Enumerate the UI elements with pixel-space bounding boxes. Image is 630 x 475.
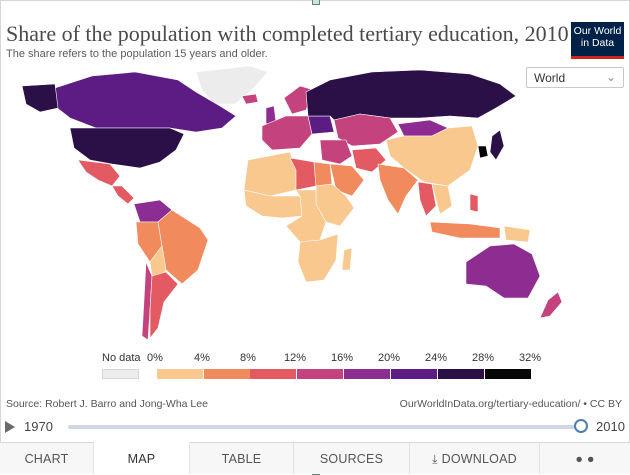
region-russia[interactable] <box>305 69 517 121</box>
region-select[interactable]: World ⌄ <box>526 67 624 88</box>
map-legend: No data 0% 4% 8% 12% 16% 20% 24% 28% 32% <box>100 352 542 382</box>
region-canada[interactable] <box>51 71 237 133</box>
region-south-korea[interactable] <box>477 145 489 159</box>
tab-label: Sources <box>319 452 384 466</box>
region-philippines[interactable] <box>469 193 479 213</box>
logo-line-1: Our World <box>573 25 622 37</box>
tab-label: Download <box>441 452 517 466</box>
tab-sources[interactable]: Sources <box>294 442 410 474</box>
region-west-africa[interactable] <box>243 189 303 219</box>
tab-bar: Chart Map Table Sources ⤓ Download ● ● <box>0 442 630 474</box>
timeline-start-year: 1970 <box>24 419 53 434</box>
region-north-africa[interactable] <box>243 151 297 197</box>
region-madagascar[interactable] <box>341 247 353 271</box>
chart-title: Share of the population with completed t… <box>6 21 569 46</box>
timeline-end-year: 2010 <box>596 419 625 434</box>
region-kazakhstan[interactable] <box>333 113 399 147</box>
region-myanmar-thailand[interactable] <box>417 181 437 217</box>
legend-tick: 32% <box>518 352 542 364</box>
region-iceland[interactable] <box>241 93 259 105</box>
region-saudi-arabia[interactable] <box>329 163 365 197</box>
region-china[interactable] <box>385 125 479 187</box>
legend-bin[interactable] <box>485 369 531 379</box>
tab-chart[interactable]: Chart <box>0 442 94 474</box>
legend-bin[interactable] <box>157 369 203 379</box>
source-note: Source: Robert J. Barro and Jong-Wha Lee <box>6 398 208 410</box>
region-southeast-asia[interactable] <box>431 183 453 215</box>
legend-tick: 8% <box>240 352 256 364</box>
tab-label: Map <box>127 452 156 466</box>
source-url[interactable]: OurWorldInData.org/tertiary-education/ •… <box>399 398 622 410</box>
tab-map[interactable]: Map <box>94 442 190 474</box>
legend-bin[interactable] <box>344 369 390 379</box>
chart-subtitle: The share refers to the population 15 ye… <box>6 48 268 60</box>
tab-download[interactable]: ⤓ Download <box>410 442 540 474</box>
region-indonesia[interactable] <box>429 221 501 239</box>
legend-no-data-label: No data <box>102 352 141 364</box>
region-middle-east[interactable] <box>319 139 353 165</box>
legend-tick: 28% <box>471 352 495 364</box>
logo-line-2: in Data <box>580 37 615 49</box>
region-ukraine[interactable] <box>307 115 335 135</box>
tab-label: Table <box>221 452 262 466</box>
legend-bin[interactable] <box>250 369 296 379</box>
legend-bin[interactable] <box>391 369 437 379</box>
legend-tick: 12% <box>283 352 307 364</box>
legend-bin[interactable] <box>297 369 343 379</box>
owid-logo[interactable]: Our World in Data <box>571 22 624 59</box>
download-icon: ⤓ <box>432 452 438 466</box>
region-argentina[interactable] <box>149 271 179 339</box>
legend-no-data-swatch <box>102 369 139 379</box>
region-southern-africa[interactable] <box>297 233 339 283</box>
tab-share[interactable]: ● ● <box>540 442 630 474</box>
timeline-slider-track[interactable] <box>68 425 581 429</box>
play-icon[interactable] <box>5 421 15 433</box>
region-select-value: World <box>534 71 566 85</box>
region-united-states[interactable] <box>69 127 185 169</box>
region-papua-new-guinea[interactable] <box>503 225 531 243</box>
share-icon: ● ● <box>575 452 595 466</box>
tab-label: Chart <box>24 452 69 466</box>
legend-bin[interactable] <box>204 369 250 379</box>
region-western-europe[interactable] <box>261 115 313 151</box>
chevron-down-icon: ⌄ <box>605 70 616 84</box>
legend-tick: 24% <box>424 352 448 364</box>
region-egypt[interactable] <box>313 161 333 187</box>
legend-tick: 20% <box>377 352 401 364</box>
legend-bin[interactable] <box>438 369 484 379</box>
region-japan[interactable] <box>489 129 505 161</box>
world-map <box>21 65 563 341</box>
region-india[interactable] <box>377 163 419 215</box>
timeline-slider-handle[interactable] <box>574 419 588 433</box>
region-libya[interactable] <box>289 157 317 191</box>
legend-tick: 16% <box>330 352 354 364</box>
tab-table[interactable]: Table <box>190 442 294 474</box>
resize-handle-top[interactable] <box>312 0 320 5</box>
region-alaska[interactable] <box>21 83 59 113</box>
legend-tick: 0% <box>147 352 163 364</box>
region-central-america[interactable] <box>111 185 135 205</box>
legend-tick: 4% <box>194 352 210 364</box>
region-new-zealand[interactable] <box>539 291 563 319</box>
region-australia[interactable] <box>465 243 541 299</box>
